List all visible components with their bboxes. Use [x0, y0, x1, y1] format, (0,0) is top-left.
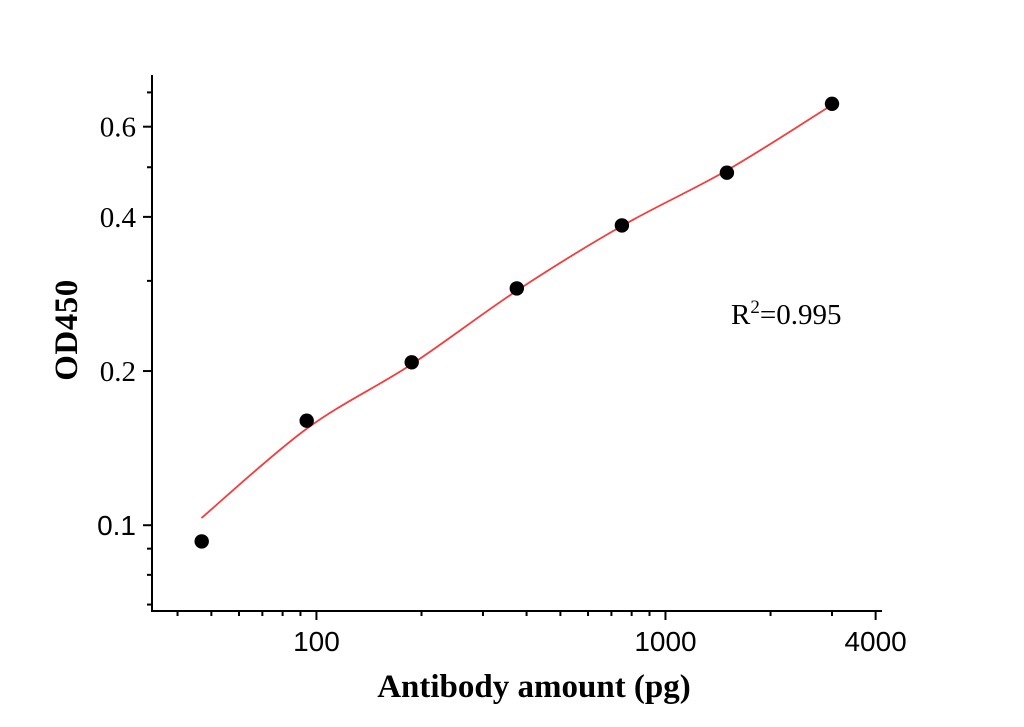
r-squared-base: R — [731, 299, 751, 331]
data-point — [404, 355, 419, 370]
y-tick-label: 0.6 — [100, 112, 136, 144]
x-tick-label: 1000 — [634, 626, 696, 657]
x-tick-label: 4000 — [844, 626, 906, 657]
x-tick-label: 100 — [293, 626, 340, 657]
data-point — [299, 413, 314, 428]
y-tick-label: 0.2 — [100, 356, 136, 388]
y-tick-label: 0.1 — [97, 510, 136, 541]
r-squared-exponent: 2 — [750, 297, 760, 318]
data-point — [194, 534, 209, 549]
r-squared-value: =0.995 — [759, 299, 842, 331]
data-point — [509, 281, 524, 296]
x-axis-title: Antibody amount (pg) — [377, 669, 691, 705]
data-point — [614, 218, 630, 233]
data-point — [824, 96, 840, 112]
y-axis-title: OD450 — [49, 279, 85, 381]
y-tick-label: 0.4 — [100, 202, 137, 234]
r-squared-annotation: R2=0.995 — [731, 297, 842, 332]
data-point — [719, 165, 735, 180]
